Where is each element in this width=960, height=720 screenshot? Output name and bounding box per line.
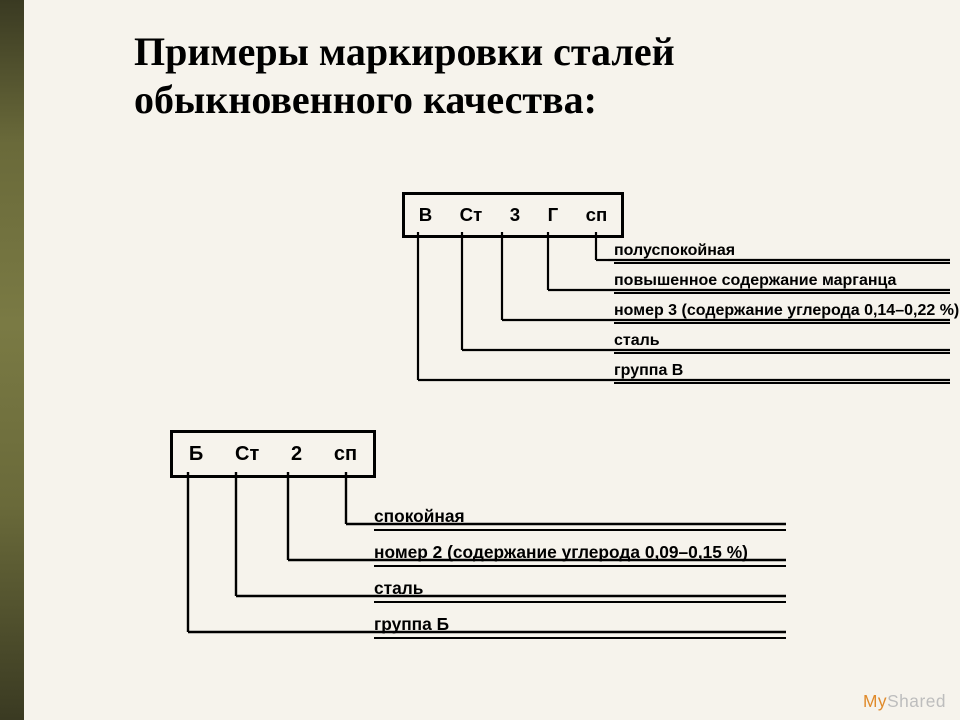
- annotation-label: сталь: [614, 332, 950, 354]
- watermark: MyShared: [863, 691, 946, 712]
- code-part: В: [419, 204, 432, 226]
- watermark-prefix: My: [863, 691, 887, 711]
- code-part: Ст: [460, 204, 483, 226]
- code-part: Ст: [235, 443, 259, 466]
- page-title: Примеры маркировки сталей обыкновенного …: [134, 28, 894, 124]
- code-part: 2: [291, 443, 302, 466]
- code-part: Б: [189, 443, 203, 466]
- annotation-label: сталь: [374, 578, 786, 603]
- code-part: сп: [586, 204, 608, 226]
- annotation-label: группа Б: [374, 614, 786, 639]
- code-part: 3: [510, 204, 520, 226]
- title-line-1: Примеры маркировки сталей: [134, 28, 894, 76]
- annotation-label: полуспокойная: [614, 242, 950, 264]
- binding-edge: [0, 0, 26, 720]
- annotation-label: спокойная: [374, 506, 786, 531]
- watermark-suffix: Shared: [887, 691, 946, 711]
- annotation-label: группа В: [614, 362, 950, 384]
- annotation-label: повышенное содержание марганца: [614, 272, 950, 294]
- code-box-bottom: Б Ст 2 сп: [170, 430, 376, 478]
- title-line-2: обыкновенного качества:: [134, 76, 894, 124]
- annotation-label: номер 2 (содержание углерода 0,09–0,15 %…: [374, 542, 786, 567]
- code-part: Г: [548, 204, 559, 226]
- page: Примеры маркировки сталей обыкновенного …: [0, 0, 960, 720]
- code-part: сп: [334, 443, 357, 466]
- sheet: Примеры маркировки сталей обыкновенного …: [24, 0, 960, 720]
- annotation-label: номер 3 (содержание углерода 0,14–0,22 %…: [614, 302, 950, 324]
